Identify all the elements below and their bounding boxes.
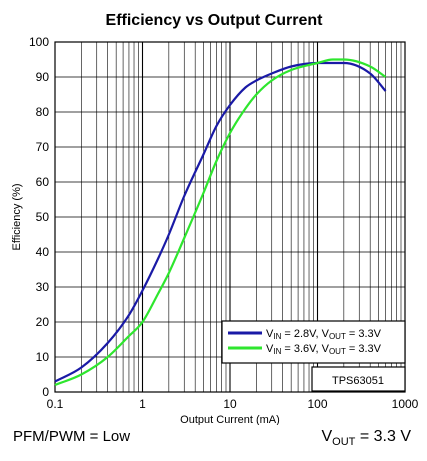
x-tick-label: 10 <box>223 397 237 411</box>
y-tick-label: 0 <box>42 385 49 399</box>
legend-label-2-t1: = 3.6V, V <box>281 343 329 355</box>
tick-labels: 0 10 20 30 40 50 60 70 80 90 100 0.1 1 10 100 1000 <box>29 35 419 411</box>
legend-label-2-v1: V <box>266 343 274 355</box>
series-group <box>54 58 387 387</box>
x-axis-label: Output Current (mA) <box>180 414 280 425</box>
legend-label-1: VIN = 2.8V, VOUT = 3.3V <box>266 328 382 341</box>
y-tick-label: 70 <box>36 140 50 154</box>
x-tick-label: 1000 <box>392 397 419 411</box>
part-number-annotation: TPS63051 <box>311 366 406 392</box>
legend-label-1-v1: V <box>266 328 274 340</box>
legend-label-2-t2: = 3.3V <box>346 343 382 355</box>
y-tick-label: 20 <box>36 315 50 329</box>
plot-frame <box>54 41 406 393</box>
vout-caption-value: = 3.3 V <box>355 428 411 445</box>
part-number-text: TPS63051 <box>332 375 384 387</box>
y-axis-label: Efficiency (%) <box>11 183 23 250</box>
y-tick-label: 40 <box>36 245 50 259</box>
legend-label-1-t2: = 3.3V <box>346 328 382 340</box>
y-tick-label: 100 <box>29 35 49 49</box>
y-tick-label: 90 <box>36 70 50 84</box>
vout-caption: VOUT = 3.3 V <box>322 428 412 448</box>
y-tick-label: 10 <box>36 350 50 364</box>
x-tick-label: 1 <box>139 397 146 411</box>
y-tick-label: 50 <box>36 210 50 224</box>
y-tick-label: 80 <box>36 105 50 119</box>
legend-label-1-s1: IN <box>273 332 281 341</box>
legend-label-2: VIN = 3.6V, VOUT = 3.3V <box>266 343 382 356</box>
legend-label-2-s2: OUT <box>329 347 346 356</box>
series-line-2 <box>54 58 387 387</box>
y-tick-label: 60 <box>36 175 50 189</box>
vout-caption-v: V <box>321 428 333 445</box>
x-tick-label: 0.1 <box>47 397 64 411</box>
y-tick-label: 30 <box>36 280 50 294</box>
chart-title: Efficiency vs Output Current <box>106 12 324 29</box>
legend-label-1-s2: OUT <box>329 332 346 341</box>
legend-box <box>221 320 406 364</box>
mode-caption: PFM/PWM = Low <box>13 428 131 445</box>
vout-caption-sub: OUT <box>332 436 356 449</box>
legend-label-1-t1: = 2.8V, V <box>281 328 329 340</box>
x-tick-label: 100 <box>307 397 327 411</box>
part-number-box <box>311 366 406 392</box>
efficiency-chart: Efficiency vs Output Current 0 10 20 30 40 50… <box>11 12 419 425</box>
legend-label-2-s1: IN <box>273 347 281 356</box>
